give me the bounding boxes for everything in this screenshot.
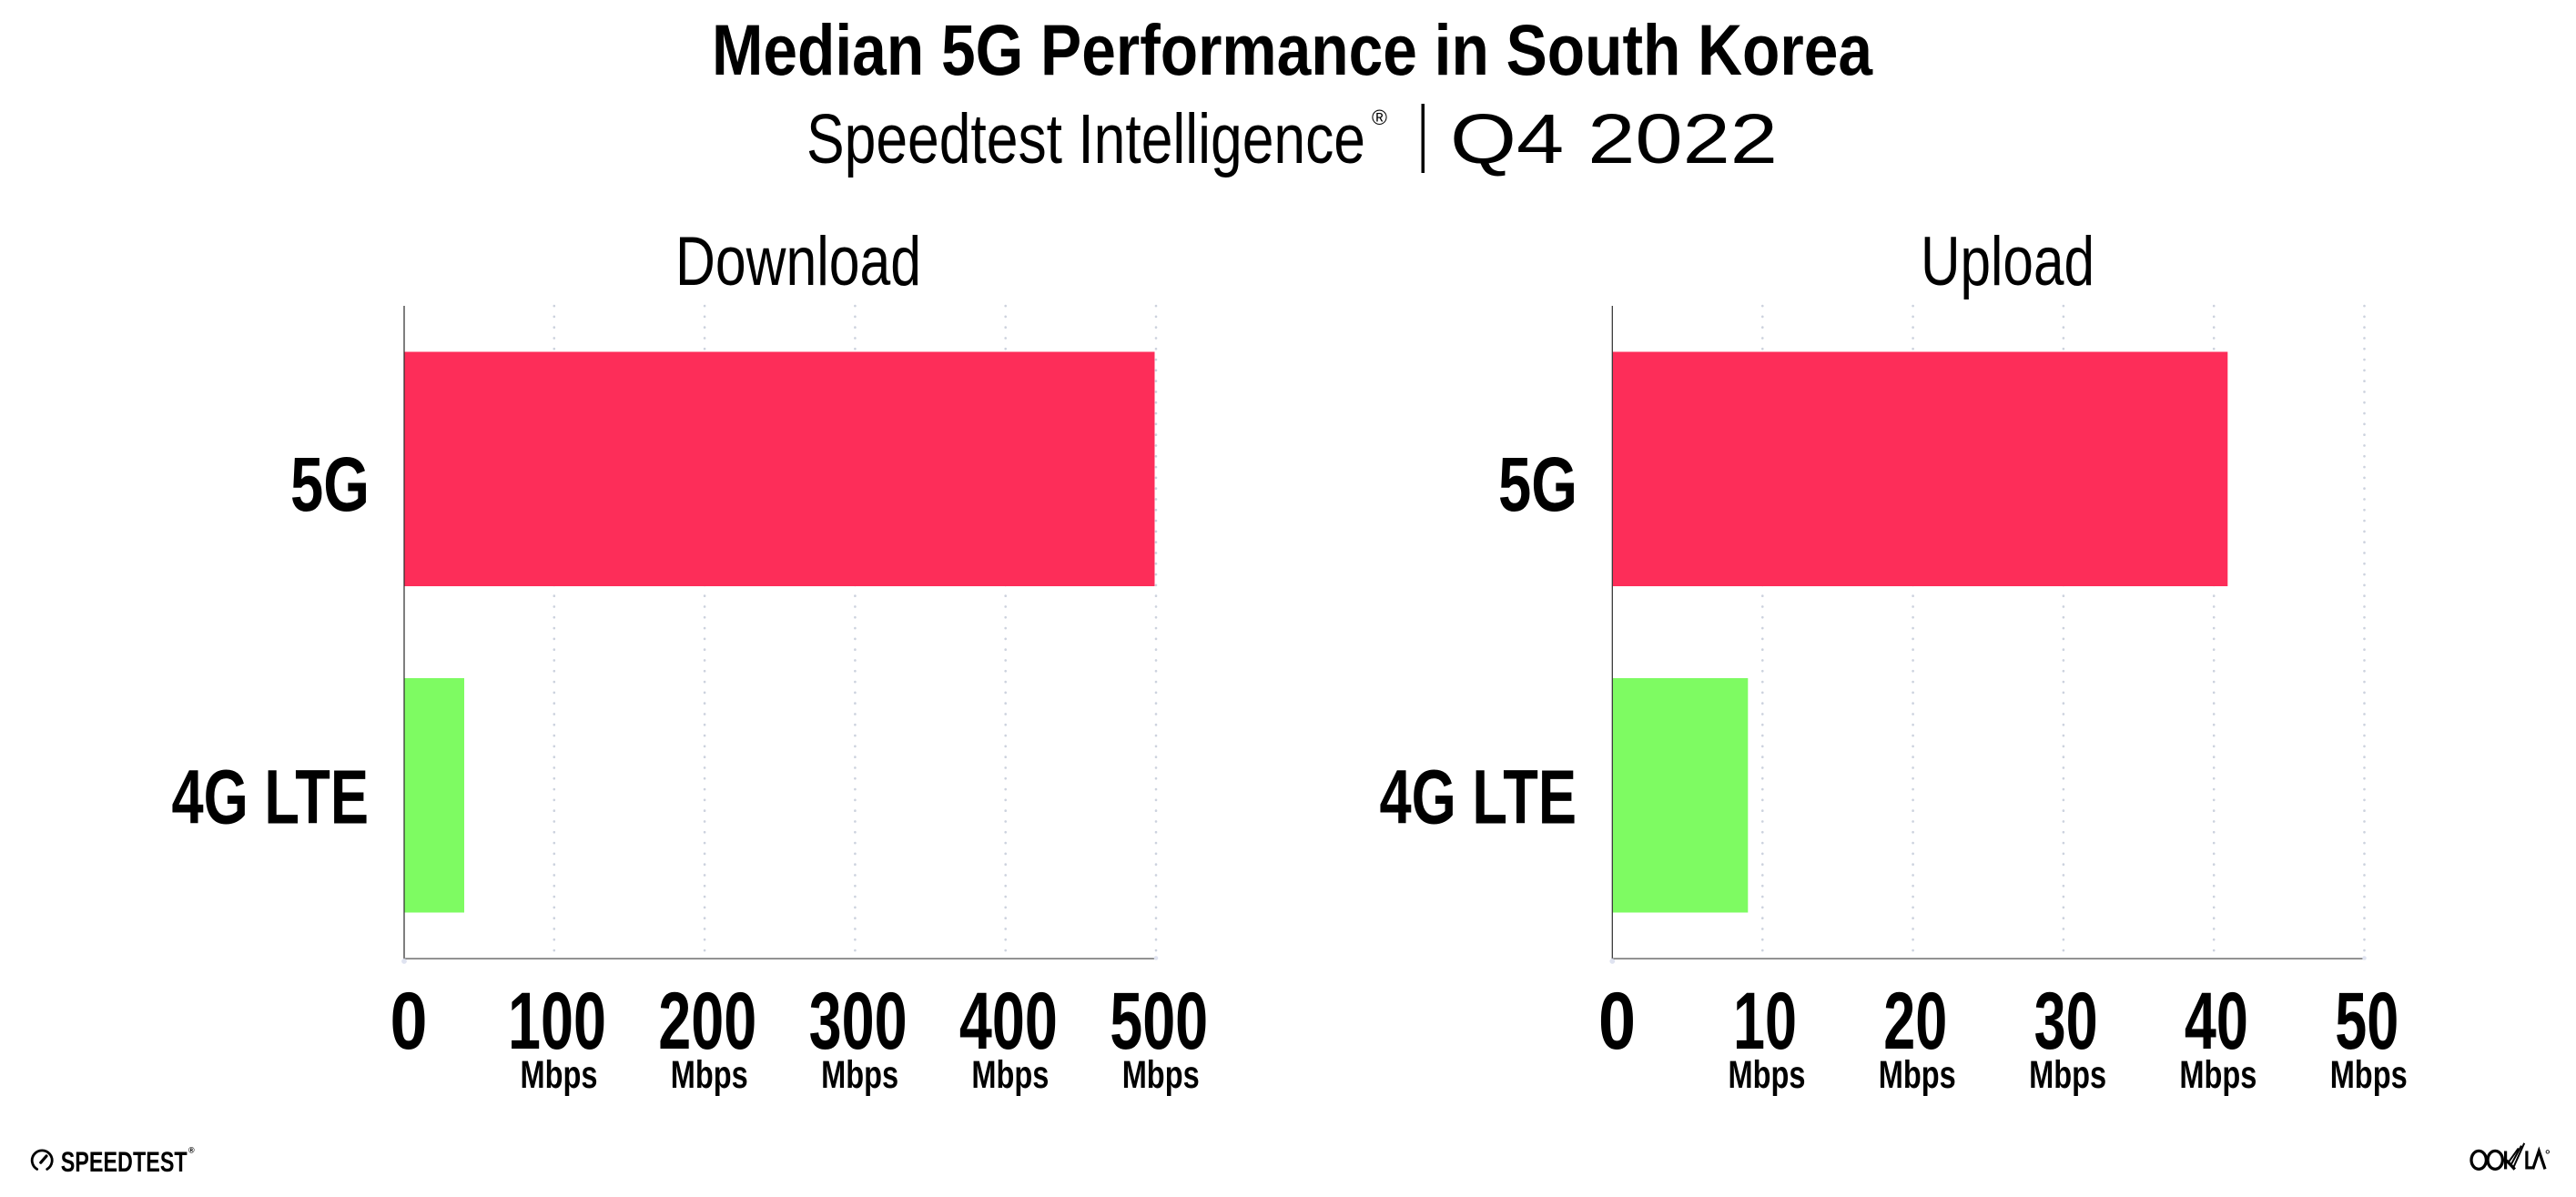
svg-text:5G: 5G (290, 441, 370, 527)
svg-text:Upload: Upload (1921, 223, 2094, 300)
svg-text:Mbps: Mbps (821, 1053, 898, 1097)
svg-text:Mbps: Mbps (671, 1053, 748, 1097)
svg-text:Median 5G Performance in South: Median 5G Performance in South Korea (712, 9, 1873, 90)
svg-text:40: 40 (2185, 975, 2248, 1066)
svg-text:®: ® (1372, 106, 1387, 129)
svg-text:Mbps: Mbps (1122, 1053, 1200, 1097)
svg-text:20: 20 (1883, 975, 1947, 1066)
svg-text:30: 30 (2034, 975, 2098, 1066)
svg-text:200: 200 (658, 975, 756, 1066)
svg-text:100: 100 (508, 975, 606, 1066)
svg-text:50: 50 (2335, 975, 2399, 1066)
svg-text:Mbps: Mbps (2029, 1053, 2106, 1097)
svg-text:Speedtest Intelligence: Speedtest Intelligence (806, 100, 1365, 178)
svg-text:5G: 5G (1498, 441, 1577, 527)
svg-text:®: ® (188, 1146, 195, 1155)
svg-text:Mbps: Mbps (1729, 1053, 1806, 1097)
svg-text:Mbps: Mbps (2330, 1053, 2408, 1097)
svg-text:Mbps: Mbps (1879, 1053, 1956, 1097)
svg-text:500: 500 (1110, 975, 1208, 1066)
svg-text:4G LTE: 4G LTE (172, 755, 370, 840)
svg-text:300: 300 (809, 975, 908, 1066)
svg-text:4G LTE: 4G LTE (1380, 755, 1577, 840)
svg-text:0: 0 (390, 975, 428, 1066)
svg-text:Q4 2022: Q4 2022 (1450, 100, 1778, 178)
svg-text:Mbps: Mbps (521, 1053, 598, 1097)
svg-text:10: 10 (1733, 975, 1797, 1066)
svg-text:SPEEDTEST: SPEEDTEST (61, 1145, 188, 1178)
svg-text:Mbps: Mbps (2179, 1053, 2257, 1097)
svg-text:Mbps: Mbps (971, 1053, 1049, 1097)
svg-text:0: 0 (1598, 975, 1636, 1066)
svg-text:Download: Download (675, 223, 921, 300)
svg-text:400: 400 (959, 975, 1058, 1066)
